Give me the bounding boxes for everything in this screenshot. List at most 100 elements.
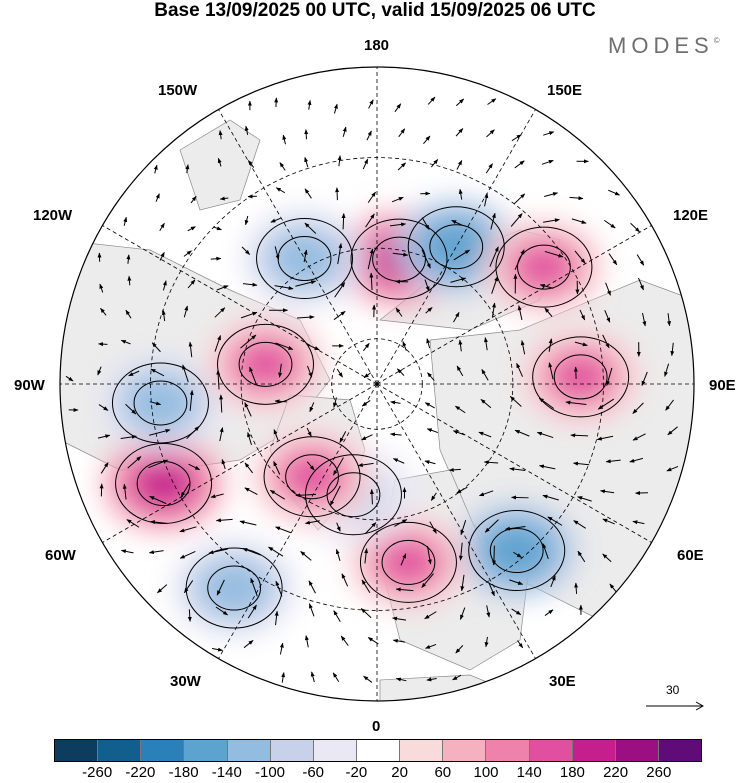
wind-arrow <box>421 573 434 588</box>
wind-arrow <box>455 128 464 137</box>
wind-arrow <box>574 250 586 264</box>
wind-arrow <box>514 249 525 270</box>
wind-arrow <box>303 249 308 263</box>
wind-arrow <box>242 282 258 287</box>
copyright-mark: © <box>713 36 720 45</box>
wind-arrow <box>402 341 407 351</box>
wind-arrow <box>517 305 523 321</box>
wind-arrow <box>550 575 556 588</box>
wind-arrow <box>308 603 315 617</box>
wind-arrow <box>279 162 286 171</box>
lon-label-120w: 120W <box>33 207 73 224</box>
wind-arrow <box>630 222 640 233</box>
anomaly-contour-line <box>381 539 436 585</box>
wind-arrow <box>306 343 320 351</box>
wind-reference-vector: 30 <box>646 683 704 713</box>
lon-label-30w: 30W <box>170 673 201 690</box>
wind-arrow <box>397 368 405 376</box>
wind-arrow <box>247 604 257 619</box>
wind-arrow <box>218 130 223 140</box>
wind-arrow <box>458 339 463 352</box>
wind-arrow <box>391 196 404 203</box>
wind-arrow <box>183 580 194 594</box>
colorbar-bin <box>141 740 185 761</box>
wind-arrow <box>390 400 401 405</box>
wind-arrow <box>149 495 167 505</box>
wind-arrow <box>187 226 196 232</box>
wind-arrow <box>394 103 402 113</box>
colorbar-tick-label: -100 <box>254 764 286 781</box>
wind-arrow <box>161 309 166 322</box>
wind-arrow <box>602 334 610 349</box>
wind-arrow <box>548 362 554 380</box>
wind-arrow <box>369 488 374 505</box>
wind-arrow <box>429 521 437 534</box>
wind-arrow <box>300 551 312 561</box>
wind-arrow <box>478 490 494 497</box>
wind-arrow <box>456 365 464 377</box>
wind-arrow <box>430 159 439 168</box>
wind-arrow <box>247 160 255 168</box>
wind-arrow <box>608 253 618 266</box>
positive-anomaly-shading <box>552 354 609 399</box>
wind-arrow <box>425 307 433 314</box>
wind-arrow <box>514 193 526 204</box>
wind-arrow <box>544 307 553 317</box>
wind-arrow <box>509 467 526 472</box>
wind-arrow <box>188 341 193 358</box>
wind-arrow <box>341 213 346 230</box>
lon-label-150w: 150W <box>158 82 198 99</box>
positive-anomaly-shading <box>515 245 572 290</box>
meridian-line <box>376 225 652 385</box>
wind-arrow <box>179 526 197 533</box>
wind-arrow <box>244 402 252 417</box>
wind-arrow <box>642 312 647 327</box>
wind-arrow <box>210 256 222 261</box>
wind-arrow <box>306 461 315 471</box>
wind-arrow <box>342 126 347 137</box>
colorbar-tick-label: -140 <box>211 764 242 781</box>
wind-arrow <box>241 246 251 255</box>
wind-arrow <box>487 98 497 105</box>
lon-label-120e: 120E <box>673 207 709 224</box>
wind-arrow <box>511 134 522 142</box>
wind-arrow <box>667 426 678 436</box>
wind-arrow <box>392 616 407 621</box>
wind-arrow <box>367 191 376 203</box>
anomaly-contour-line <box>115 443 213 525</box>
wind-arrow <box>65 375 74 382</box>
wind-arrow <box>157 584 168 594</box>
wind-arrow <box>632 402 644 414</box>
wind-arrow <box>484 519 499 533</box>
wind-arrow <box>484 193 489 207</box>
wind-arrow <box>504 526 526 531</box>
anomaly-contour-line <box>217 323 315 405</box>
wind-arrow <box>307 99 312 110</box>
wind-arrow <box>513 551 522 558</box>
wind-arrow <box>367 248 374 270</box>
wind-arrow <box>273 460 281 475</box>
lon-label-60w: 60W <box>45 547 76 564</box>
wind-arrow <box>448 467 461 472</box>
wind-arrow <box>423 135 431 145</box>
wind-arrow <box>244 487 258 495</box>
wind-arrow <box>211 647 223 652</box>
wind-arrow <box>486 605 491 618</box>
wind-arrow <box>333 310 346 321</box>
wind-arrow <box>239 520 257 526</box>
wind-arrow <box>120 339 131 345</box>
anomaly-contour-line <box>133 380 188 426</box>
wind-arrow <box>215 518 233 523</box>
meridian-line <box>218 383 378 659</box>
wind-arrow <box>426 338 431 349</box>
anomaly-contour-line <box>532 336 630 418</box>
wind-arrow <box>332 672 340 683</box>
wind-arrow <box>364 548 369 564</box>
wind-arrow <box>125 309 132 319</box>
wind-arrow <box>456 160 463 170</box>
colorbar-ticks: -260 -220 -180 -140 -100 -60 -20 20 60 100 140 180 2… <box>0 764 750 782</box>
wind-arrow <box>366 130 372 141</box>
wind-arrow <box>190 195 197 204</box>
wind-arrow <box>282 134 287 145</box>
wind-arrow <box>485 163 493 174</box>
